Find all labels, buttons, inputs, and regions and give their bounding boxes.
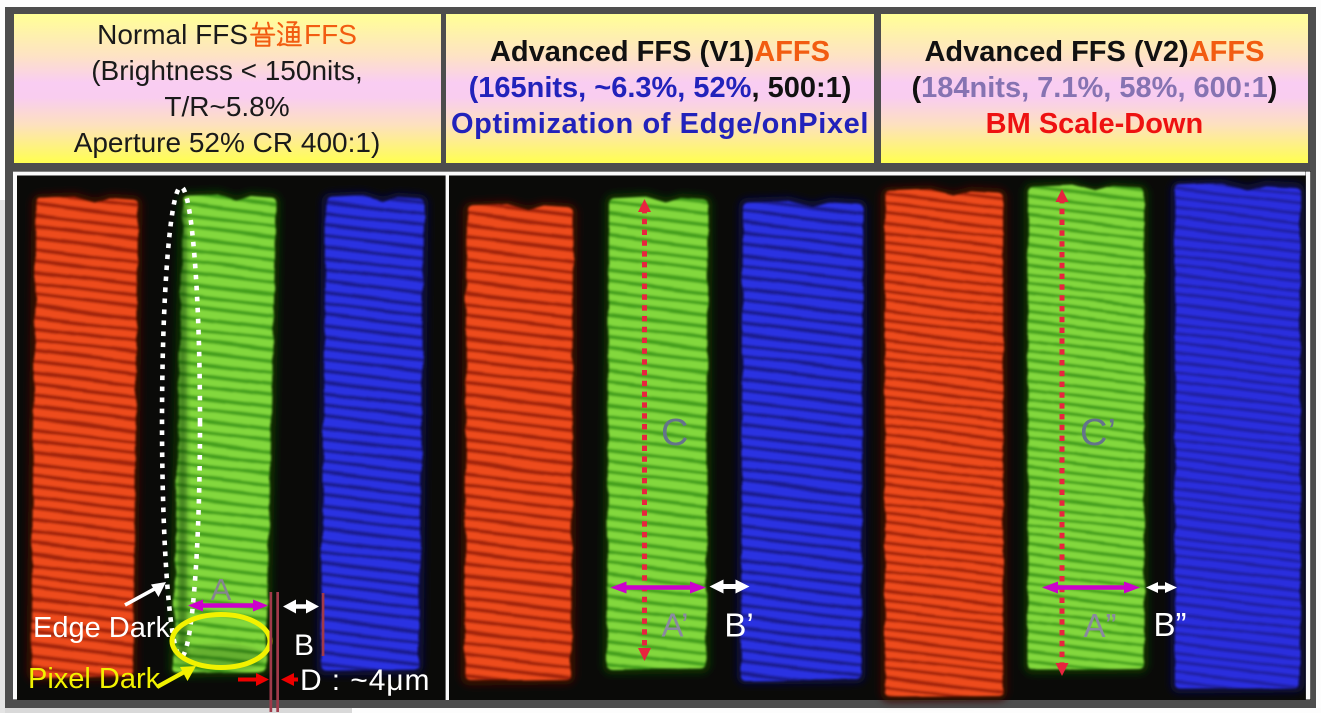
svg-text:B’: B’ [724, 607, 753, 644]
svg-text:B”: B” [1154, 606, 1187, 643]
svg-text:Pixel Dark: Pixel Dark [28, 663, 161, 695]
svg-text:C’: C’ [1080, 412, 1116, 454]
svg-text:A: A [211, 572, 232, 607]
svg-text:A’: A’ [662, 607, 689, 644]
svg-text:A”: A” [1084, 607, 1117, 644]
svg-text:C: C [661, 412, 688, 454]
svg-text:D : ~4μm: D : ~4μm [300, 664, 430, 697]
svg-text:Edge Dark: Edge Dark [33, 612, 171, 644]
svg-text:B: B [294, 629, 314, 662]
